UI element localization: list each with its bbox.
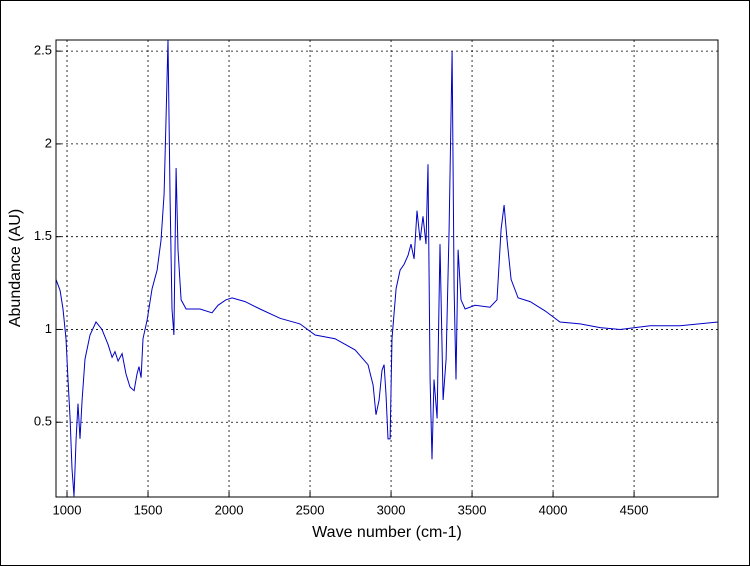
x-tick-label: 4000 <box>539 502 568 517</box>
y-tick-label: 1.5 <box>34 228 52 243</box>
y-tick-label: 0.5 <box>34 414 52 429</box>
x-tick-label: 3500 <box>458 502 487 517</box>
x-tick-label: 1500 <box>134 502 163 517</box>
x-axis-label: Wave number (cm-1) <box>312 524 462 541</box>
x-tick-label: 4500 <box>620 502 649 517</box>
x-tick-label: 2000 <box>215 502 244 517</box>
plot-area <box>55 39 719 498</box>
x-tick-label: 1000 <box>53 502 82 517</box>
y-axis-label: Abundance (AU) <box>7 209 24 327</box>
x-tick-label: 3000 <box>377 502 406 517</box>
data-line <box>55 39 719 497</box>
y-tick-label: 1 <box>45 321 52 336</box>
y-tick-label: 2.5 <box>34 43 52 58</box>
x-tick-label: 2500 <box>296 502 325 517</box>
y-tick-label: 2 <box>45 135 52 150</box>
